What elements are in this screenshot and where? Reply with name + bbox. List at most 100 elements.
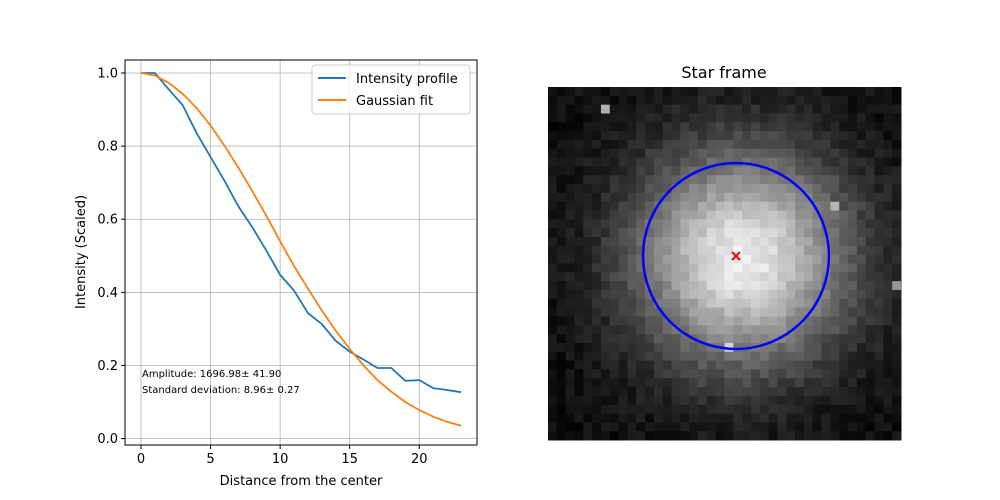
image-pixel	[548, 378, 558, 388]
image-pixel	[698, 219, 708, 229]
image-pixel	[724, 404, 734, 415]
image-pixel	[609, 351, 620, 362]
image-pixel	[698, 245, 708, 256]
image-pixel	[645, 184, 655, 194]
image-pixel	[565, 95, 575, 106]
image-pixel	[636, 351, 646, 362]
image-pixel	[874, 237, 884, 247]
image-pixel	[724, 148, 734, 159]
image-pixel	[689, 113, 699, 123]
image-pixel	[768, 104, 778, 114]
image-pixel	[759, 316, 770, 326]
image-pixel	[671, 263, 681, 273]
image-pixel	[768, 404, 778, 415]
image-pixel	[768, 219, 778, 229]
image-pixel	[565, 104, 575, 114]
image-pixel	[795, 263, 805, 273]
image-pixel	[759, 157, 770, 167]
image-pixel	[768, 184, 778, 194]
image-pixel	[821, 139, 831, 150]
image-pixel	[759, 210, 770, 220]
image-pixel	[759, 237, 770, 247]
image-pixel	[592, 237, 602, 247]
image-pixel	[653, 192, 664, 203]
image-pixel	[574, 431, 584, 441]
image-pixel	[706, 369, 717, 379]
image-pixel	[865, 201, 876, 212]
image-pixel	[795, 175, 805, 185]
image-pixel	[574, 387, 584, 397]
image-pixel	[812, 87, 823, 97]
image-pixel	[698, 307, 708, 317]
image-pixel	[892, 289, 902, 300]
image-pixel	[574, 122, 584, 132]
image-pixel	[645, 281, 655, 291]
image-pixel	[724, 175, 734, 185]
image-pixel	[706, 104, 717, 114]
image-pixel	[848, 201, 858, 212]
image-pixel	[821, 360, 831, 370]
image-pixel	[856, 95, 867, 106]
image-pixel	[803, 245, 814, 256]
image-pixel	[795, 431, 805, 441]
image-pixel	[706, 351, 717, 362]
image-pixel	[583, 139, 593, 150]
image-pixel	[733, 298, 743, 309]
image-pixel	[653, 263, 664, 273]
image-pixel	[600, 298, 611, 309]
image-pixel	[715, 219, 725, 229]
image-pixel	[742, 298, 752, 309]
image-pixel	[592, 395, 602, 406]
image-pixel	[777, 369, 787, 379]
image-pixel	[645, 325, 655, 335]
image-pixel	[839, 139, 849, 150]
image-pixel	[786, 404, 796, 415]
image-pixel	[733, 342, 743, 353]
image-pixel	[883, 254, 893, 264]
image-pixel	[636, 254, 646, 264]
image-pixel	[759, 113, 770, 123]
image-pixel	[583, 307, 593, 317]
image-pixel	[883, 95, 893, 106]
image-pixel	[865, 351, 876, 362]
image-pixel	[689, 422, 699, 432]
image-pixel	[768, 325, 778, 335]
image-pixel	[706, 131, 717, 141]
image-pixel	[795, 113, 805, 123]
image-pixel	[636, 219, 646, 229]
image-pixel	[865, 316, 876, 326]
image-pixel	[848, 272, 858, 282]
image-pixel	[556, 263, 567, 273]
image-pixel	[856, 122, 867, 132]
image-pixel	[609, 113, 620, 123]
image-pixel	[803, 413, 814, 423]
image-pixel	[865, 404, 876, 415]
image-pixel	[627, 184, 637, 194]
image-pixel	[645, 289, 655, 300]
image-pixel	[830, 87, 840, 97]
image-pixel	[698, 316, 708, 326]
image-pixel	[812, 228, 823, 238]
image-pixel	[565, 228, 575, 238]
image-pixel	[874, 166, 884, 176]
image-pixel	[592, 387, 602, 397]
image-pixel	[839, 298, 849, 309]
image-pixel	[874, 175, 884, 185]
image-pixel	[653, 360, 664, 370]
image-pixel	[556, 342, 567, 353]
image-pixel	[715, 378, 725, 388]
image-pixel	[636, 131, 646, 141]
image-pixel	[733, 219, 743, 229]
image-pixel	[618, 431, 628, 441]
image-pixel	[618, 413, 628, 423]
image-pixel	[892, 263, 902, 273]
image-pixel	[565, 237, 575, 247]
image-pixel	[768, 395, 778, 406]
image-pixel	[600, 422, 611, 432]
image-pixel	[821, 369, 831, 379]
image-pixel	[865, 369, 876, 379]
image-pixel	[671, 139, 681, 150]
image-pixel	[653, 131, 664, 141]
image-pixel	[821, 378, 831, 388]
image-pixel	[698, 104, 708, 114]
